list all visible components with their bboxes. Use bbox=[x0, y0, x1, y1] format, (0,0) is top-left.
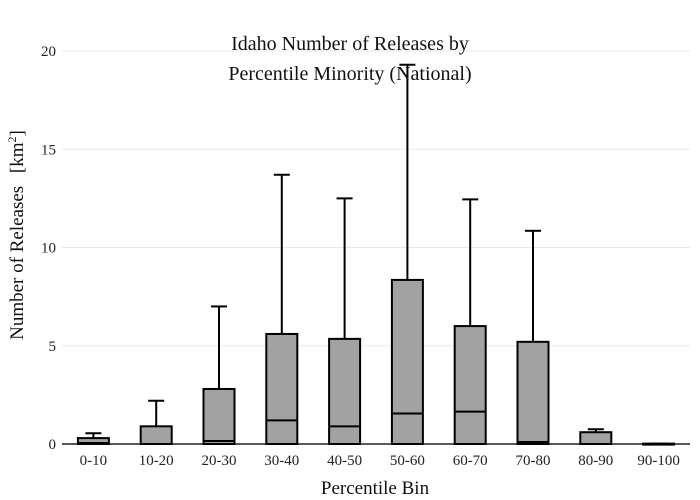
chart-title-line-2: Percentile Minority (National) bbox=[228, 63, 471, 85]
y-axis-label-text: Number of Releases bbox=[7, 186, 28, 340]
x-tick-label-0-10: 0-10 bbox=[80, 453, 108, 469]
x-tick-label-90-100: 90-100 bbox=[637, 453, 680, 469]
box-0-10 bbox=[76, 432, 110, 446]
box-body-60-70 bbox=[453, 325, 487, 446]
y-tick-labels: 0 5 10 15 20 bbox=[41, 44, 56, 453]
x-tick-label-70-80: 70-80 bbox=[516, 453, 551, 469]
box-70-80 bbox=[516, 229, 550, 446]
chart-title-line-1: Idaho Number of Releases by bbox=[231, 33, 469, 55]
box-body-40-50 bbox=[328, 337, 362, 445]
x-tick-label-40-50: 40-50 bbox=[327, 453, 362, 469]
box-body-10-20 bbox=[139, 425, 173, 446]
x-tick-label-50-60: 50-60 bbox=[390, 453, 425, 469]
y-axis-unit-exponent: 2 bbox=[5, 136, 19, 142]
box-body-30-40 bbox=[265, 332, 299, 445]
box-body-80-90 bbox=[579, 431, 613, 445]
y-tick-label-10: 10 bbox=[41, 241, 56, 257]
y-axis-unit: km bbox=[7, 142, 28, 167]
box-body-70-80 bbox=[516, 340, 550, 446]
grid-lines bbox=[62, 50, 690, 445]
x-tick-labels: 0-10 10-20 20-30 30-40 40-50 50-60 60-70 70-80 8… bbox=[80, 453, 680, 469]
x-axis-label: Percentile Bin bbox=[321, 478, 430, 499]
x-tick-label-60-70: 60-70 bbox=[453, 453, 488, 469]
y-axis-label: Number of Releases [km2] bbox=[5, 130, 28, 340]
box-60-70 bbox=[453, 198, 487, 446]
box-10-20 bbox=[139, 399, 173, 446]
box-30-40 bbox=[265, 173, 299, 445]
x-tick-label-10-20: 10-20 bbox=[139, 453, 174, 469]
box-50-60 bbox=[390, 63, 424, 445]
box-series bbox=[76, 63, 676, 446]
y-tick-label-0: 0 bbox=[49, 437, 57, 453]
x-tick-label-30-40: 30-40 bbox=[264, 453, 299, 469]
y-tick-label-15: 15 bbox=[41, 142, 56, 158]
x-tick-label-80-90: 80-90 bbox=[578, 453, 613, 469]
box-20-30 bbox=[202, 305, 236, 446]
x-tick-label-20-30: 20-30 bbox=[202, 453, 237, 469]
box-90-100 bbox=[642, 442, 676, 446]
box-body-20-30 bbox=[202, 387, 236, 446]
box-40-50 bbox=[328, 197, 362, 445]
box-body-50-60 bbox=[390, 278, 424, 445]
y-tick-label-5: 5 bbox=[49, 339, 57, 355]
y-tick-label-20: 20 bbox=[41, 44, 56, 60]
box-80-90 bbox=[579, 428, 613, 445]
